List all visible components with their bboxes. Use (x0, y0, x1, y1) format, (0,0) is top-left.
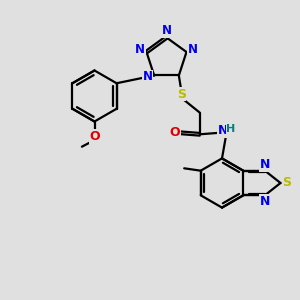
Text: O: O (169, 126, 180, 139)
Text: N: N (135, 43, 145, 56)
Text: H: H (226, 124, 236, 134)
Text: S: S (177, 88, 186, 100)
Text: N: N (260, 195, 270, 208)
Text: S: S (283, 176, 292, 190)
Text: N: N (218, 124, 228, 137)
Text: N: N (161, 24, 172, 38)
Text: N: N (260, 158, 270, 171)
Text: N: N (142, 70, 153, 83)
Text: O: O (90, 130, 101, 143)
Text: N: N (188, 43, 198, 56)
